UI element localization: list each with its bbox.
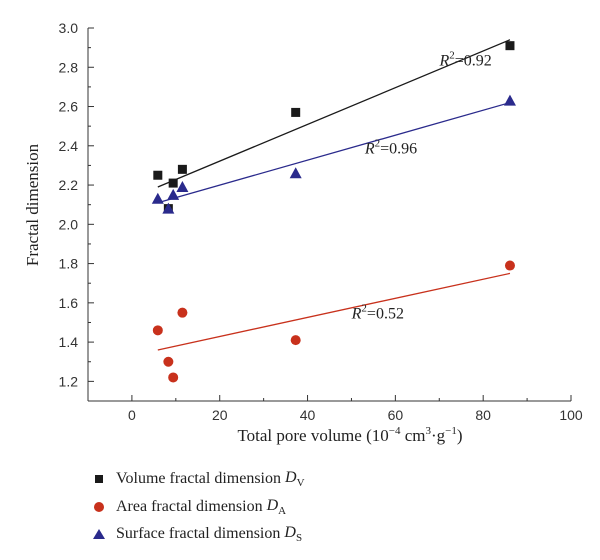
data-point-ds <box>503 94 516 106</box>
y-tick-label: 1.2 <box>59 373 79 389</box>
data-point-dv <box>291 107 301 117</box>
x-tick-label: 80 <box>475 407 491 423</box>
data-point-dv <box>153 170 163 180</box>
data-point-da <box>504 260 515 271</box>
fit-line-ds <box>157 101 511 204</box>
r-squared-label-da: R2=0.52 <box>351 303 404 323</box>
y-tick-label: 1.8 <box>59 256 79 272</box>
fit-line-dv <box>157 39 511 188</box>
data-point-ds <box>162 202 175 214</box>
y-tick-label: 1.6 <box>59 295 79 311</box>
r-squared-label-ds: R2=0.96 <box>364 138 417 158</box>
x-tick-label: 20 <box>212 407 228 423</box>
y-tick-label: 1.4 <box>59 334 79 350</box>
data-point-ds <box>151 192 164 204</box>
y-tick-label: 2.4 <box>59 138 79 154</box>
data-point-ds <box>167 188 180 200</box>
data-point-dv <box>177 164 187 174</box>
data-point-ds <box>176 181 189 193</box>
fit-lines <box>157 39 511 351</box>
x-tick-label: 40 <box>300 407 316 423</box>
data-point-da <box>168 372 179 383</box>
y-tick-label: 2.8 <box>59 59 79 75</box>
r-squared-label-dv: R2=0.92 <box>438 49 491 69</box>
x-tick-label: 60 <box>388 407 404 423</box>
data-point-dv <box>168 178 178 188</box>
axes: 1.2 1.4 1.6 1.8 2.0 2.2 2.4 2.6 2.8 3.0 0 20 40 60 80 1… <box>59 20 583 423</box>
data-point-da <box>290 335 301 346</box>
data-point-da <box>163 356 174 367</box>
x-tick-label: 100 <box>559 407 583 423</box>
data-points <box>151 41 516 383</box>
y-axis-title: Fractal dimension <box>23 143 42 266</box>
y-tick-label: 2.0 <box>59 216 79 232</box>
y-tick-label: 2.2 <box>59 177 79 193</box>
data-point-da <box>152 325 163 336</box>
y-tick-label: 3.0 <box>59 20 79 36</box>
r-squared-annotations: R2=0.92 R2=0.96 R2=0.52 <box>351 49 492 322</box>
y-tick-label: 2.6 <box>59 99 79 115</box>
x-axis-title: Total pore volume (10−4 cm3·g−1) <box>237 425 462 445</box>
data-point-ds <box>289 167 302 179</box>
x-tick-label: 0 <box>128 407 136 423</box>
data-point-da <box>177 307 188 318</box>
fit-line-da <box>157 272 511 351</box>
data-point-dv <box>505 41 515 51</box>
